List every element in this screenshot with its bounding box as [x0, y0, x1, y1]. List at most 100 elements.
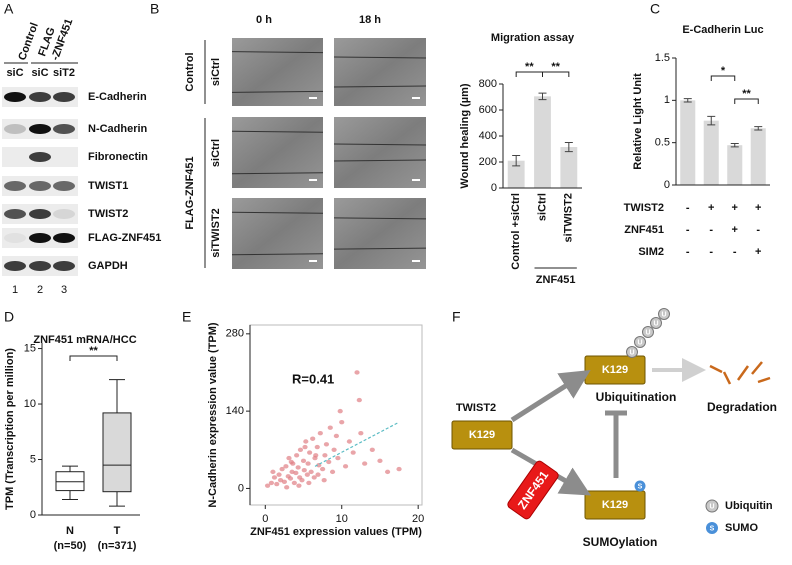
- scatter-point: [279, 466, 285, 472]
- scatter-point: [331, 447, 337, 452]
- scatter-point: [300, 458, 307, 464]
- x-tick-label: N: [66, 525, 74, 537]
- time-label: 18 h: [359, 14, 381, 26]
- scatter-point: [264, 483, 271, 488]
- blot-band: [53, 124, 75, 134]
- scatter-point: [329, 469, 336, 475]
- ligase-box: [507, 460, 559, 520]
- y-tick-label: 200: [479, 156, 497, 168]
- condition-sign: -: [709, 224, 713, 236]
- bar: [727, 145, 743, 185]
- wound-edge: [333, 85, 427, 88]
- ubiquitin: [658, 308, 670, 320]
- y-tick-label: 1: [664, 94, 670, 106]
- condition-label: TWIST2: [624, 202, 664, 214]
- row-label: siCtrl: [210, 58, 222, 86]
- chart-title: ZNF451 mRNA/HCC: [33, 334, 136, 346]
- fragment: [709, 364, 723, 374]
- blot-band: [29, 261, 51, 271]
- sumoylated-protein: [584, 490, 646, 520]
- chart-title: Migration assay: [491, 32, 575, 44]
- chart-title: E-Cadherin Luc: [682, 24, 763, 36]
- y-tick-label: 0: [664, 179, 670, 191]
- x-tick-label: 0: [262, 513, 268, 525]
- time-label: 0 h: [256, 14, 272, 26]
- wound-image: [334, 38, 426, 106]
- significance-label: **: [525, 61, 534, 73]
- whisker-high: [62, 465, 78, 472]
- condition-sign: +: [708, 202, 714, 214]
- scatter-point: [307, 450, 313, 455]
- y-tick-label: 0: [238, 482, 244, 494]
- blot-label: E-Cadherin: [88, 91, 147, 103]
- panel-letter: D: [4, 309, 14, 325]
- blot-band: [29, 92, 51, 102]
- trend-line: [314, 421, 400, 467]
- y-tick-label: 5: [30, 453, 36, 465]
- blot-band: [29, 152, 51, 162]
- fragment: [751, 361, 763, 375]
- panel-letter: A: [4, 1, 14, 17]
- scatter-point: [301, 468, 307, 473]
- blot-band: [53, 261, 75, 271]
- scatter-point: [276, 472, 282, 477]
- sumo: [634, 480, 646, 492]
- scatter-point: [281, 479, 287, 485]
- whisker-low: [62, 490, 78, 500]
- x-tick-label: T: [114, 525, 121, 537]
- scatter-point: [274, 481, 280, 487]
- panel-letter: C: [650, 1, 660, 17]
- scatter-point: [306, 480, 312, 486]
- scatter-point: [377, 458, 383, 464]
- condition-sign: +: [755, 202, 761, 214]
- significance-label: **: [742, 88, 751, 100]
- scatter-point: [295, 465, 301, 470]
- wound-edge: [333, 56, 427, 59]
- scatter-point: [294, 453, 300, 458]
- blot-band: [29, 124, 51, 134]
- blot-band: [4, 209, 26, 219]
- fragment: [757, 376, 771, 384]
- blot-band: [53, 233, 75, 243]
- y-axis-label: TPM (Transcription per million): [4, 348, 16, 510]
- scatter-point: [350, 450, 356, 455]
- scatter-point: [320, 466, 326, 472]
- column-header: Control: [16, 21, 41, 62]
- scatter-point: [310, 436, 316, 441]
- site-label: K129: [602, 499, 628, 511]
- y-tick-label: 0: [30, 509, 36, 521]
- condition-sign: -: [686, 202, 690, 214]
- bar: [680, 100, 696, 185]
- scatter-point: [299, 477, 305, 483]
- significance-bracket: [734, 98, 759, 104]
- scatter-point: [339, 419, 345, 425]
- scatter-point: [315, 472, 321, 477]
- box: [102, 412, 132, 493]
- condition-sign: -: [686, 246, 690, 258]
- blot-label: Fibronectin: [88, 151, 148, 163]
- sample-size: (n=50): [54, 540, 87, 552]
- y-tick-label: 1.5: [655, 52, 670, 64]
- scatter-point: [286, 455, 292, 461]
- scatter-point: [305, 461, 311, 466]
- scatter-point: [288, 459, 294, 465]
- x-tick-label: 10: [336, 513, 348, 525]
- row-label: siCtrl: [210, 139, 222, 167]
- ubiquitin-symbol: U: [645, 329, 650, 336]
- y-tick-label: 10: [24, 398, 36, 410]
- error-bar: [707, 115, 716, 126]
- scatter-point: [358, 431, 364, 436]
- bar: [534, 96, 551, 188]
- significance-label: *: [721, 65, 726, 77]
- blot-band: [4, 181, 26, 191]
- blot-band: [4, 233, 26, 243]
- bar: [703, 120, 719, 185]
- x-tick-label: siTWIST2: [563, 193, 575, 243]
- bar: [507, 160, 525, 188]
- lane-label: siC: [6, 67, 23, 79]
- arrow: [510, 369, 591, 423]
- sumo-symbol: S: [638, 483, 643, 490]
- blot-band: [4, 261, 26, 271]
- protein-label: TWIST2: [456, 402, 496, 414]
- x-tick-label: siCtrl: [536, 193, 548, 221]
